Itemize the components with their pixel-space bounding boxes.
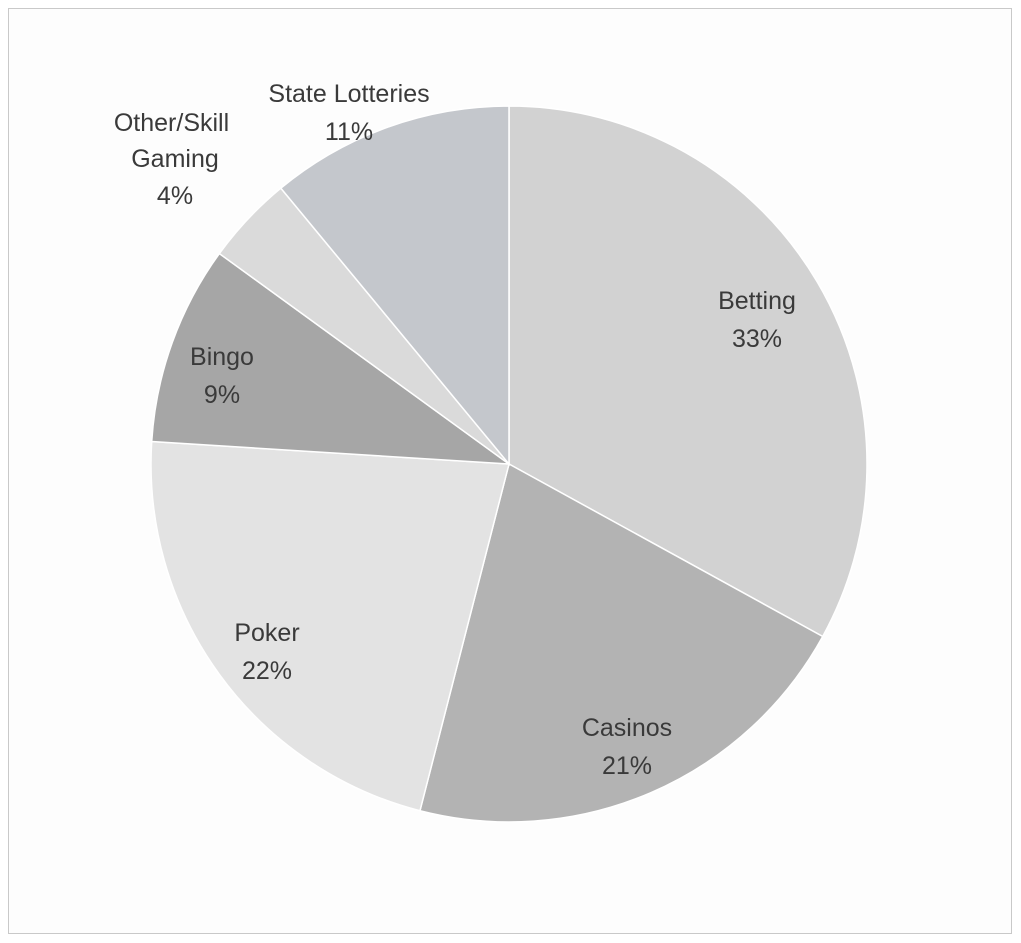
pie-slices <box>150 105 868 823</box>
slice-label-bingo-value: 9% <box>204 381 240 409</box>
pie-slice-poker <box>150 440 510 812</box>
slice-label-betting-value: 33% <box>732 325 782 353</box>
slice-label-state-lotteries-name: State Lotteries <box>268 80 429 108</box>
slice-label-casinos-value: 21% <box>602 752 652 780</box>
slice-label-poker-value: 22% <box>242 657 292 685</box>
slice-label-state-lotteries-value: 11% <box>325 118 373 146</box>
pie-slice-state-lotteries <box>279 105 510 467</box>
slice-label-other-skill-gaming-name: Other/Skill Gaming <box>114 109 236 173</box>
pie-slice-betting <box>508 105 868 638</box>
slice-label-betting-name: Betting <box>718 287 796 315</box>
slice-label-poker-name: Poker <box>234 619 299 647</box>
slice-label-other-skill-gaming-value: 4% <box>157 182 193 210</box>
pie-labels: Betting 33% Casinos 21% Poker 22% Bingo … <box>114 80 796 780</box>
pie-slice-casinos <box>419 462 824 823</box>
slice-label-bingo-name: Bingo <box>190 343 254 371</box>
slice-label-casinos-name: Casinos <box>582 714 672 742</box>
pie-slice-bingo <box>150 252 512 465</box>
